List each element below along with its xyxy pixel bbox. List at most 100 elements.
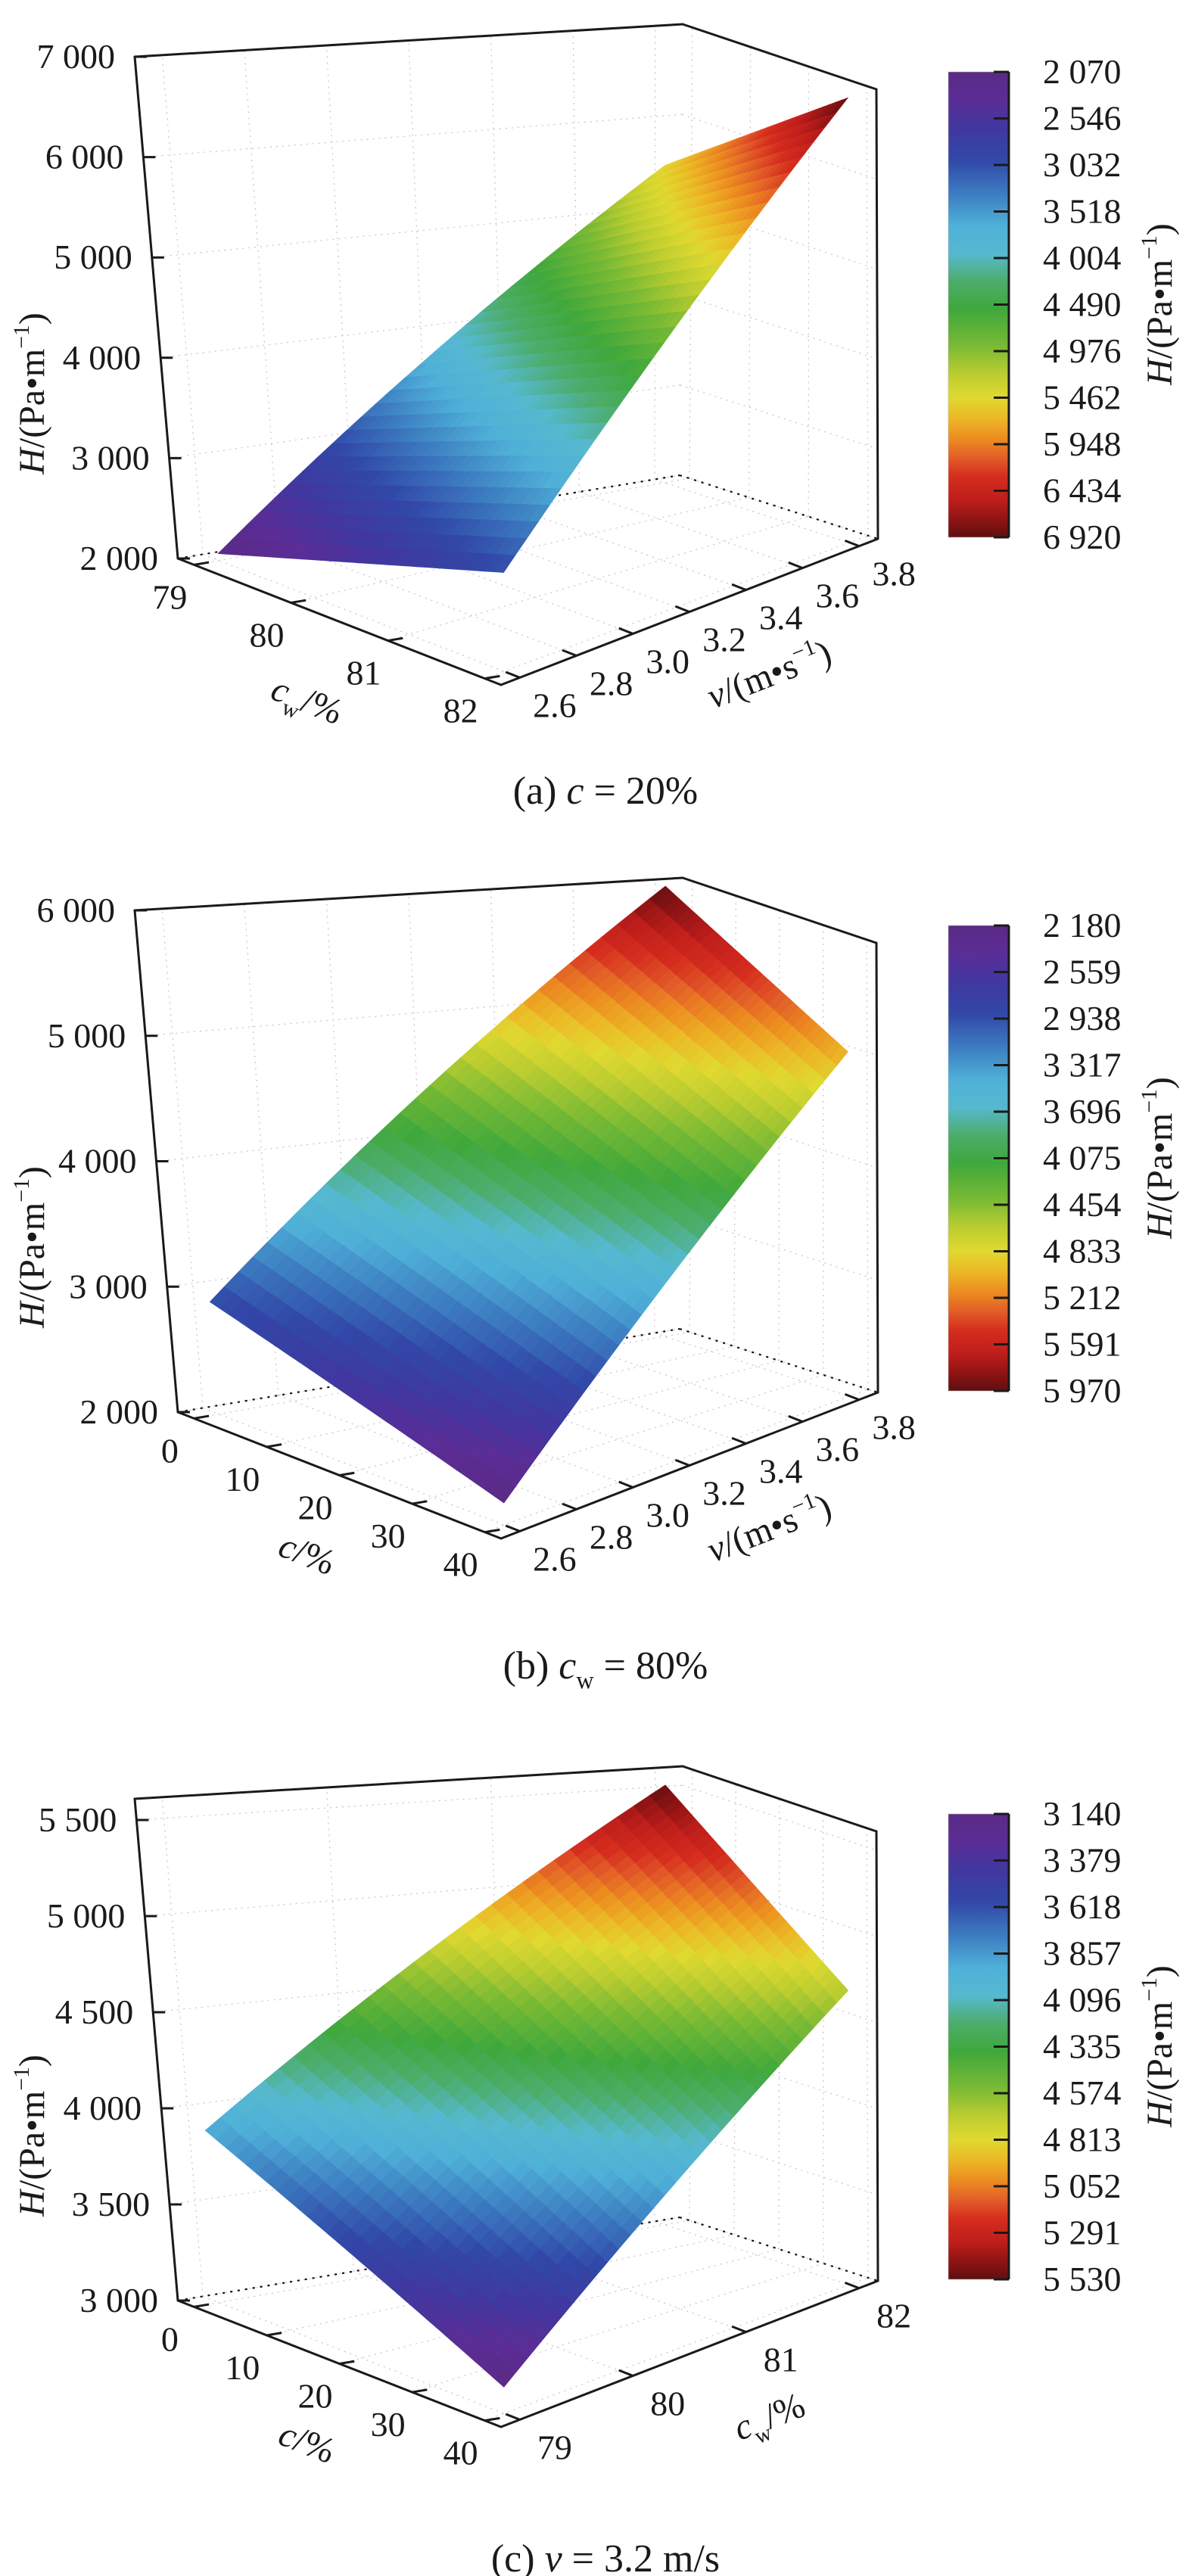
y-tick-label: 3.2 (702, 621, 746, 659)
x-tick-label: 20 (298, 1489, 333, 1527)
y-tick-label: 2.8 (590, 1517, 633, 1556)
h-tick-label: 3 000 (71, 438, 150, 477)
y-tick-label: 3.8 (872, 555, 916, 593)
colorbar-tick-label: 4 454 (1043, 1185, 1122, 1224)
colorbar-tick-label: 3 379 (1043, 1841, 1122, 1880)
caption: (c) v = 3.2 m/s (491, 2537, 720, 2576)
colorbar-tick-label: 3 696 (1043, 1092, 1122, 1131)
h-tick-label: 5 000 (54, 238, 132, 276)
y-tick-label: 3.4 (759, 599, 803, 637)
colorbar-tick-label: 3 857 (1043, 1934, 1122, 1973)
colorbar-title: H/(Pa•m−1) (1137, 1077, 1180, 1240)
x-tick-label: 80 (249, 615, 284, 654)
colorbar-tick-label: 4 335 (1043, 2027, 1122, 2066)
panel-c: 3 000 3 500 4 000 4 500 5 000 5 500 H/(Pa•m−1)… (0, 1742, 1192, 2576)
h-axis: 2 000 3 000 4 000 5 000 6 000 H/(Pa•m−1) (9, 891, 190, 1431)
x-tick-label: 79 (152, 577, 187, 616)
h-tick-label: 5 000 (47, 1896, 126, 1935)
h-tick-label: 4 000 (64, 2089, 142, 2127)
plot-box-edges (133, 1765, 879, 2428)
h-tick-label: 3 000 (80, 2281, 159, 2319)
colorbar-tick-label: 4 976 (1043, 331, 1122, 370)
h-axis-title: H/(Pa•m−1) (9, 1166, 52, 1329)
surface (204, 1784, 849, 2388)
surface-chart-a: 2 000 3 000 4 000 5 000 6 000 7 000 H/(Pa•m−1)… (9, 23, 1180, 813)
colorbar-tick-label: 4 574 (1043, 2074, 1122, 2112)
panel-caption: (c) v = 3.2 m/s (491, 2537, 720, 2576)
y-tick-label: 3.6 (816, 577, 860, 615)
surface-chart-c: 3 000 3 500 4 000 4 500 5 000 5 500 H/(Pa•m−1)… (9, 1765, 1180, 2576)
colorbar-tick-label: 6 434 (1043, 471, 1122, 510)
y-tick-label: 81 (764, 2341, 798, 2379)
h-tick-label: 4 000 (63, 338, 142, 377)
y-tick-label: 3.2 (702, 1474, 746, 1513)
x-tick-label: 30 (371, 1517, 406, 1555)
colorbar-tick-label: 5 591 (1043, 1325, 1122, 1364)
colorbar-tick-label: 5 948 (1043, 425, 1122, 463)
h-axis-title: H/(Pa•m−1) (9, 2055, 52, 2217)
colorbar-tick-label: 5 530 (1043, 2260, 1122, 2298)
surface-chart-b: 2 000 3 000 4 000 5 000 6 000 H/(Pa•m−1) 0 10 20… (9, 876, 1180, 1694)
panel-a: 2 000 3 000 4 000 5 000 6 000 7 000 H/(Pa•m−1)… (0, 0, 1192, 854)
x-tick-label: 20 (298, 2377, 333, 2416)
colorbar: 2 070 2 546 3 032 3 518 4 004 4 490 4 976 5 462… (948, 52, 1180, 556)
colorbar-tick-label: 4 833 (1043, 1232, 1122, 1271)
panel-b: 2 000 3 000 4 000 5 000 6 000 H/(Pa•m−1) 0 10 20… (0, 854, 1192, 1742)
h-tick-label: 7 000 (37, 37, 116, 76)
y-tick-label: 82 (876, 2297, 911, 2335)
y-axis: 2.62.83.03.23.43.63.8v/(m•s−1) (505, 1392, 916, 1578)
colorbar-tick-label: 4 075 (1043, 1139, 1122, 1178)
caption: (a) c = 20% (513, 770, 698, 813)
colorbar-tick-label: 6 920 (1043, 518, 1122, 556)
h-tick-label: 3 500 (72, 2185, 151, 2223)
y-tick-label: 3.0 (646, 642, 690, 680)
h-axis-title: H/(Pa•m−1) (9, 313, 52, 475)
x-tick-label: 0 (161, 2319, 179, 2358)
plot-box-edges (133, 23, 879, 686)
colorbar-tick-label: 4 004 (1043, 238, 1122, 277)
h-axis: 2 000 3 000 4 000 5 000 6 000 7 000 H/(Pa•m−1) (9, 37, 190, 577)
x-axis-title: c/% (273, 2413, 341, 2472)
y-tick-label: 3.4 (759, 1452, 803, 1491)
y-tick-label: 80 (650, 2384, 685, 2422)
h-axis: 3 000 3 500 4 000 4 500 5 000 5 500 H/(Pa•m−1) (9, 1800, 190, 2319)
x-tick-label: 0 (161, 1431, 179, 1470)
colorbar-tick-label: 3 618 (1043, 1887, 1122, 1926)
colorbar-tick-label: 2 938 (1043, 999, 1122, 1038)
colorbar-tick-label: 5 462 (1043, 378, 1122, 417)
h-tick-label: 2 000 (80, 539, 159, 577)
h-tick-label: 5 000 (48, 1016, 126, 1055)
h-tick-label: 6 000 (45, 138, 124, 176)
y-tick-label: 2.6 (533, 1539, 577, 1578)
panel-caption: (b) cw = 80% (503, 1644, 708, 1694)
colorbar-tick-label: 4 813 (1043, 2120, 1122, 2159)
colorbar: 2 180 2 559 2 938 3 317 3 696 4 075 4 454 4 833… (948, 906, 1180, 1410)
caption: (b) cw = 80% (503, 1644, 708, 1694)
x-tick-label: 10 (225, 1460, 260, 1498)
x-axis: 79 80 81 82 cw/% (152, 561, 500, 733)
panel-caption: (a) c = 20% (513, 770, 698, 813)
colorbar: 3 140 3 379 3 618 3 857 4 096 4 335 4 574 4 813… (948, 1794, 1180, 2298)
h-tick-label: 2 000 (80, 1392, 159, 1431)
colorbar-title: H/(Pa•m−1) (1137, 223, 1180, 386)
colorbar-tick-label: 2 546 (1043, 99, 1122, 138)
surface (209, 885, 848, 1504)
h-tick-label: 3 000 (69, 1267, 148, 1305)
colorbar-tick-label: 2 559 (1043, 953, 1122, 991)
colorbar-tick-label: 3 317 (1043, 1046, 1122, 1084)
colorbar-tick-label: 3 140 (1043, 1794, 1122, 1833)
colorbar-tick-label: 5 052 (1043, 2167, 1122, 2205)
colorbar-tick-label: 3 518 (1043, 192, 1122, 231)
colorbar-tick-label: 5 970 (1043, 1371, 1122, 1410)
y-tick-label: 2.6 (533, 686, 577, 724)
h-tick-label: 5 500 (39, 1800, 117, 1839)
x-tick-label: 10 (225, 2348, 260, 2387)
x-tick-label: 30 (371, 2405, 406, 2444)
h-tick-label: 4 000 (58, 1142, 137, 1181)
h-tick-label: 4 500 (55, 1993, 134, 2031)
y-axis: 2.62.83.03.23.43.63.8v/(m•s−1) (505, 539, 916, 724)
y-tick-label: 3.8 (872, 1408, 916, 1447)
colorbar-tick-label: 3 032 (1043, 145, 1122, 184)
surface (217, 97, 849, 573)
